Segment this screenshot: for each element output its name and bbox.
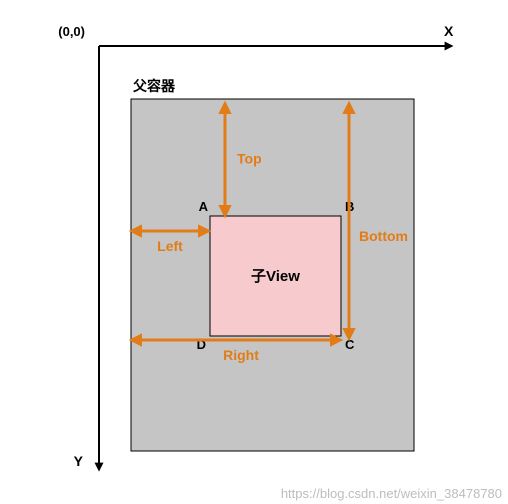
child-view-label: 子View — [251, 268, 300, 285]
measure-bottom-label: Bottom — [359, 228, 408, 244]
watermark-text: https://blog.csdn.net/weixin_38478780 — [281, 486, 502, 501]
corner-label-c: C — [345, 337, 355, 352]
x-axis-label: X — [444, 23, 454, 39]
y-axis-label: Y — [74, 453, 84, 469]
measure-right-label: Right — [223, 347, 259, 363]
parent-container-label: 父容器 — [132, 78, 176, 94]
corner-label-a: A — [199, 199, 209, 214]
measure-left-label: Left — [157, 238, 183, 254]
origin-label: (0,0) — [58, 24, 85, 39]
measure-top-label: Top — [237, 151, 262, 167]
